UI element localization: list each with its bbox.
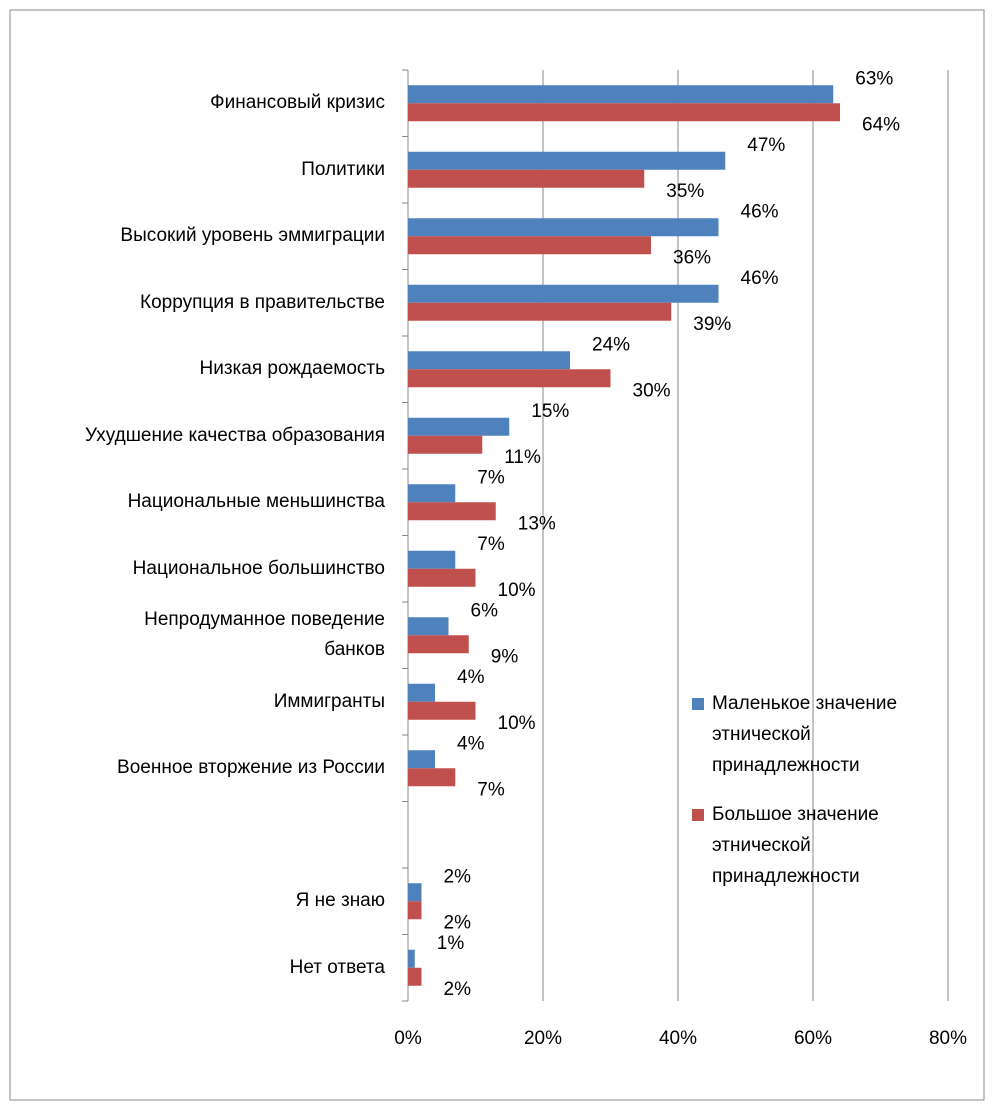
bar (408, 284, 719, 303)
value-label: 64% (862, 114, 900, 135)
y-tick-label: Низкая рождаемость (199, 358, 386, 380)
y-tick-label: Национальные меньшинства (127, 491, 385, 513)
legend-label: Большое значение этнической принадлежнос… (712, 804, 879, 887)
y-tick-label: Ухудшение качества образования (85, 424, 385, 446)
value-label: 1% (437, 933, 465, 954)
bar (408, 351, 570, 370)
value-label: 10% (498, 713, 536, 734)
value-label: 7% (477, 467, 505, 488)
value-label: 24% (592, 334, 630, 355)
legend-swatch (692, 698, 704, 710)
value-label: 7% (477, 534, 505, 555)
bar (408, 901, 422, 920)
value-label: 63% (855, 68, 893, 89)
x-tick-label: 40% (659, 1028, 697, 1049)
bar (408, 302, 672, 321)
bar (408, 967, 422, 986)
value-label: 36% (673, 247, 711, 268)
bar (408, 768, 456, 787)
x-tick-label: 20% (524, 1028, 562, 1049)
value-label: 15% (531, 401, 569, 422)
x-tick-label: 60% (794, 1028, 832, 1049)
x-tick-label: 80% (929, 1028, 967, 1049)
value-label: 46% (741, 268, 779, 289)
y-tick-label: Нет ответа (289, 956, 385, 978)
bar (408, 218, 719, 237)
legend-label: Маленькое значение этнической принадлежн… (712, 693, 898, 776)
value-label: 35% (666, 181, 704, 202)
x-tick-label: 0% (394, 1028, 422, 1049)
y-tick-label: Национальное большинство (132, 557, 385, 579)
y-tick-label: Непродуманное поведение банков (144, 609, 385, 661)
legend-item: Большое значение этнической принадлежнос… (692, 799, 952, 892)
bar (408, 949, 415, 968)
bar (408, 750, 435, 769)
bar (408, 568, 476, 587)
value-label: 46% (741, 201, 779, 222)
value-label: 7% (477, 779, 505, 800)
bar (408, 883, 422, 902)
bar (408, 502, 496, 521)
legend-item: Маленькое значение этнической принадлежн… (692, 688, 952, 781)
value-label: 4% (457, 733, 485, 754)
bar (408, 484, 456, 503)
value-label: 47% (747, 135, 785, 156)
bar (408, 151, 726, 170)
legend-swatch (692, 809, 704, 821)
bar (408, 85, 834, 104)
value-label: 6% (471, 600, 499, 621)
value-label: 2% (444, 866, 472, 887)
bar (408, 683, 435, 702)
value-label: 2% (444, 979, 472, 1000)
bar (408, 103, 840, 122)
bar (408, 236, 651, 255)
bar (408, 701, 476, 720)
value-label: 4% (457, 667, 485, 688)
y-tick-label: Политики (301, 158, 385, 180)
y-tick-label: Финансовый кризис (210, 92, 385, 114)
value-label: 10% (498, 580, 536, 601)
value-label: 9% (491, 646, 519, 667)
legend: Маленькое значение этнической принадлежн… (692, 688, 952, 910)
y-tick-label: Коррупция в правительстве (140, 291, 385, 313)
value-label: 39% (693, 314, 731, 335)
bar (408, 635, 469, 654)
y-tick-label: Я не знаю (295, 890, 385, 912)
bar (408, 369, 611, 388)
bar (408, 417, 510, 436)
y-tick-label: Военное вторжение из России (117, 757, 385, 779)
y-tick-label: Высокий уровень эммиграции (120, 225, 385, 247)
bar (408, 435, 483, 454)
border (9, 9, 985, 1101)
value-label: 30% (633, 380, 671, 401)
bar (408, 550, 456, 569)
bar (408, 169, 645, 188)
y-tick-label: Иммигранты (273, 690, 385, 712)
value-label: 13% (518, 513, 556, 534)
bar (408, 617, 449, 636)
value-label: 2% (444, 912, 472, 933)
value-label: 11% (504, 447, 541, 468)
